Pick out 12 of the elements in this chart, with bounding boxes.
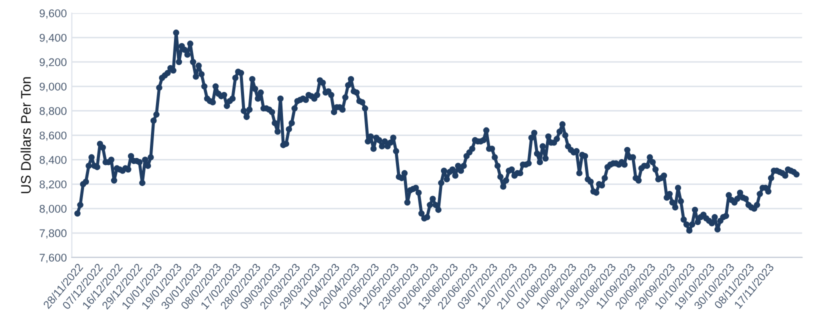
y-tick-label: 9,400 xyxy=(40,34,67,44)
y-tick-label: 8,200 xyxy=(40,180,67,190)
y-tick-label: 8,600 xyxy=(40,132,67,141)
y-tick-label: 9,000 xyxy=(40,82,67,92)
y-tick-label: 8,000 xyxy=(40,204,67,214)
y-tick-label: 8,400 xyxy=(40,156,67,166)
y-tick-label: 8,800 xyxy=(40,107,67,116)
y-tick-label: 9,200 xyxy=(40,58,67,68)
y-tick-label: 9,600 xyxy=(40,9,67,19)
y-tick-label: 7,800 xyxy=(40,229,67,238)
y-tick-label: 7,600 xyxy=(40,254,67,263)
y-axis-title: US Dollars Per Ton xyxy=(20,77,31,194)
